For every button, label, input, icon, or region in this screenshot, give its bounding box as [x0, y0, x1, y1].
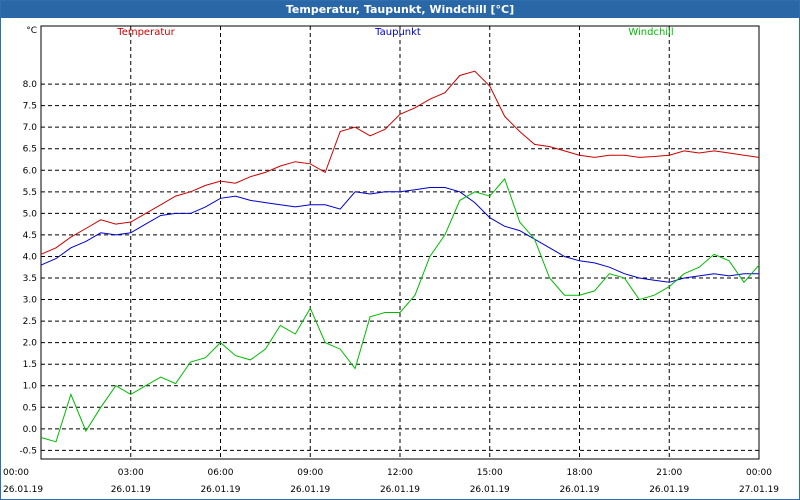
y-tick-label: 7.0	[23, 123, 38, 133]
y-tick-label: 4.5	[23, 231, 37, 241]
x-tick-time: 00:00	[3, 468, 29, 478]
y-tick-label: 6.5	[23, 145, 37, 155]
x-tick-date: 26.01.19	[200, 485, 240, 495]
y-tick-label: 5.5	[23, 188, 37, 198]
x-tick-date: 26.01.19	[111, 485, 151, 495]
y-tick-label: 1.5	[23, 360, 37, 370]
y-tick-label: 2.0	[23, 339, 38, 349]
x-tick-time: 21:00	[656, 468, 682, 478]
x-tick-date: 26.01.19	[649, 485, 689, 495]
series-line-temperatur	[40, 70, 760, 255]
y-tick-label: 0.5	[23, 403, 37, 413]
y-tick-label: 8.0	[23, 80, 38, 90]
x-tick-date: 26.01.19	[559, 485, 599, 495]
x-tick-date: 26.01.19	[290, 485, 330, 495]
legend-taupunkt: Taupunkt	[374, 27, 421, 38]
window-title: Temperatur, Taupunkt, Windchill [°C]	[1, 1, 799, 18]
y-tick-label: 2.5	[23, 317, 37, 327]
x-tick-date: 26.01.19	[380, 485, 420, 495]
x-tick-time: 00:00	[746, 468, 772, 478]
x-tick-time: 09:00	[297, 468, 323, 478]
x-tick-time: 18:00	[567, 468, 593, 478]
y-tick-label: 7.5	[23, 102, 37, 112]
y-tick-label: 6.0	[23, 166, 38, 176]
y-tick-label: 3.5	[23, 274, 37, 284]
series-line-taupunkt	[40, 187, 759, 283]
x-tick-date: 26.01.19	[470, 485, 510, 495]
x-tick-date: 27.01.19	[739, 485, 779, 495]
legend-windchill: Windchill	[628, 27, 673, 38]
y-tick-label: 4.0	[23, 252, 38, 262]
x-tick-time: 15:00	[477, 468, 503, 478]
y-axis-label: °C	[26, 26, 37, 36]
y-tick-label: 5.0	[23, 209, 38, 219]
series-line-windchill	[40, 177, 760, 443]
y-tick-label: 1.0	[23, 382, 38, 392]
x-tick-time: 06:00	[208, 468, 234, 478]
legend-temperatur: Temperatur	[116, 27, 175, 38]
x-tick-time: 12:00	[387, 468, 413, 478]
y-tick-label: 3.0	[23, 296, 38, 306]
x-tick-date: 26.01.19	[3, 485, 43, 495]
x-tick-time: 03:00	[118, 468, 144, 478]
y-tick-label: 0.0	[23, 425, 38, 435]
y-tick-label: -0.5	[19, 446, 37, 456]
